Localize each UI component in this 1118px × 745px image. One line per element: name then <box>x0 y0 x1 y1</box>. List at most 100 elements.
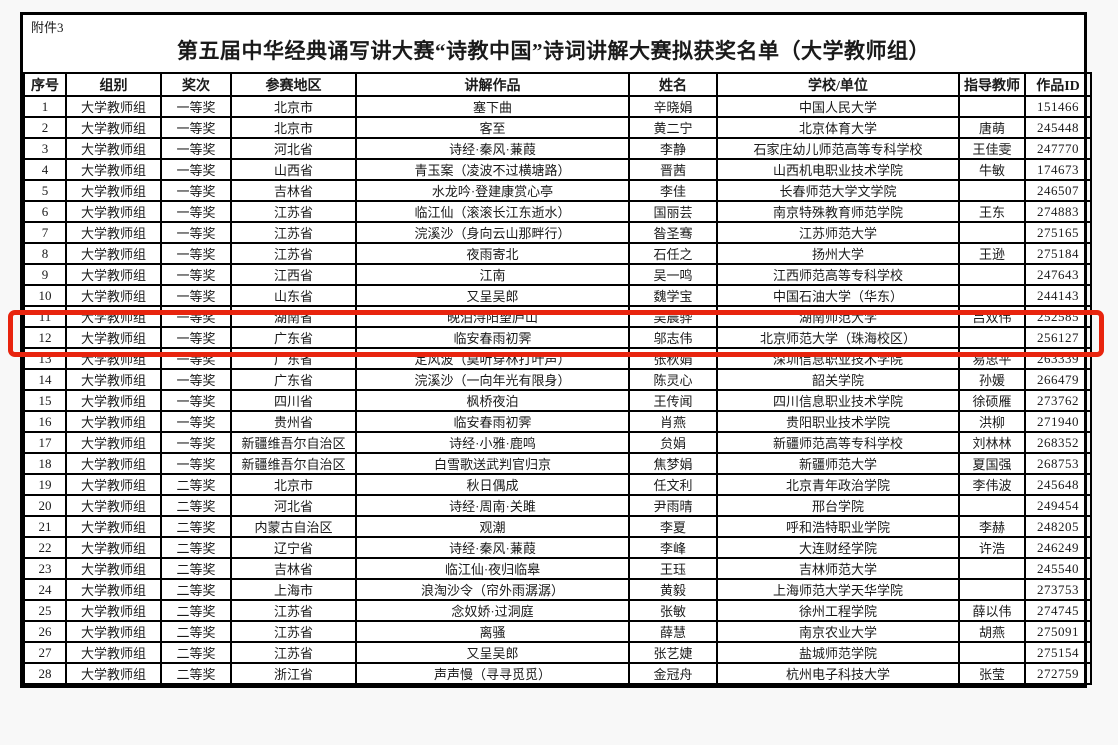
table-cell: 大学教师组 <box>65 557 162 580</box>
table-cell: 16 <box>23 410 67 433</box>
table-cell: 大学教师组 <box>65 221 162 244</box>
table-cell: 秋日偶成 <box>355 473 630 496</box>
table-cell: 临安春雨初霁 <box>355 326 630 349</box>
table-cell: 王珏 <box>628 557 718 580</box>
table-cell: 大学教师组 <box>65 158 162 181</box>
table-cell: 洪柳 <box>958 410 1026 433</box>
table-cell: 大学教师组 <box>65 473 162 496</box>
table-cell: 湖南师范大学 <box>716 305 960 328</box>
table-cell: 大学教师组 <box>65 305 162 328</box>
table-cell: 诗经·秦风·蒹葭 <box>355 536 630 559</box>
table-cell: 张秋娟 <box>628 347 718 370</box>
table-cell: 249454 <box>1024 494 1092 517</box>
table-cell: 李伟波 <box>958 473 1026 496</box>
column-header: 作品ID <box>1024 72 1092 97</box>
table-cell: 23 <box>23 557 67 580</box>
table-cell: 北京市 <box>230 95 357 118</box>
table-cell: 辛晓娟 <box>628 95 718 118</box>
table-cell: 10 <box>23 284 67 307</box>
table-cell: 5 <box>23 179 67 202</box>
table-cell: 一等奖 <box>160 263 232 286</box>
table-cell: 大学教师组 <box>65 347 162 370</box>
table-cell: 夜雨寄北 <box>355 242 630 265</box>
table-cell: 杭州电子科技大学 <box>716 662 960 685</box>
table-row: 24 大学教师组 二等奖 上海市 浪淘沙令（帘外雨潺潺） 黄毅 上海师范大学天华学院 2737… <box>23 578 1092 601</box>
table-cell: 13 <box>23 347 67 370</box>
table-cell: 观潮 <box>355 515 630 538</box>
table-cell: 吉林师范大学 <box>716 557 960 580</box>
table-cell: 大学教师组 <box>65 242 162 265</box>
table-cell: 263339 <box>1024 347 1092 370</box>
table-row: 5 大学教师组 一等奖 吉林省 水龙吟·登建康赏心亭 李佳 长春师范大学文学院 246507 <box>23 179 1092 202</box>
table-cell: 二等奖 <box>160 641 232 664</box>
table-cell: 271940 <box>1024 410 1092 433</box>
table-row: 22 大学教师组 二等奖 辽宁省 诗经·秦风·蒹葭 李峰 大连财经学院 许浩 246249 <box>23 536 1092 559</box>
table-cell: 一等奖 <box>160 200 232 223</box>
table-cell: 韶关学院 <box>716 368 960 391</box>
table-cell: 昝圣骞 <box>628 221 718 244</box>
table-cell: 江苏省 <box>230 242 357 265</box>
table-cell: 又呈吴郎 <box>355 284 630 307</box>
table-cell: 临江仙（滚滚长江东逝水） <box>355 200 630 223</box>
table-row: 8 大学教师组 一等奖 江苏省 夜雨寄北 石任之 扬州大学 王逊 275184 <box>23 242 1092 265</box>
table-cell: 1 <box>23 95 67 118</box>
table-cell: 245448 <box>1024 116 1092 139</box>
table-cell <box>958 221 1026 244</box>
table-cell: 大学教师组 <box>65 620 162 643</box>
column-header: 序号 <box>23 72 67 97</box>
table-cell: 客至 <box>355 116 630 139</box>
column-header: 参赛地区 <box>230 72 357 97</box>
table-cell: 上海市 <box>230 578 357 601</box>
table-cell: 薛慧 <box>628 620 718 643</box>
table-cell: 一等奖 <box>160 305 232 328</box>
table-cell: 246507 <box>1024 179 1092 202</box>
table-cell: 大学教师组 <box>65 200 162 223</box>
table-cell: 14 <box>23 368 67 391</box>
table-cell: 广东省 <box>230 368 357 391</box>
table-cell: 浙江省 <box>230 662 357 685</box>
column-header: 学校/单位 <box>716 72 960 97</box>
table-cell: 北京市 <box>230 473 357 496</box>
table-cell: 275091 <box>1024 620 1092 643</box>
column-header: 姓名 <box>628 72 718 97</box>
table-cell <box>958 641 1026 664</box>
table-cell: 大学教师组 <box>65 599 162 622</box>
table-cell: 274883 <box>1024 200 1092 223</box>
table-cell: 吴一鸣 <box>628 263 718 286</box>
table-cell: 一等奖 <box>160 221 232 244</box>
table-cell: 大学教师组 <box>65 326 162 349</box>
table-cell: 李静 <box>628 137 718 160</box>
table-cell: 268753 <box>1024 452 1092 475</box>
table-cell: 18 <box>23 452 67 475</box>
table-cell: 肖燕 <box>628 410 718 433</box>
awards-table: 序号 组别 奖次 参赛地区 讲解作品 姓名 学校/单位 指导教师 作品ID 1 大学教师组 一等奖北… <box>23 72 1092 685</box>
table-row: 1 大学教师组 一等奖 北京市 塞下曲 辛晓娟 中国人民大学 151466 <box>23 95 1092 118</box>
table-cell <box>958 284 1026 307</box>
table-cell: 声声慢（寻寻觅觅） <box>355 662 630 685</box>
table-cell: 张敏 <box>628 599 718 622</box>
table-cell: 诗经·秦风·蒹葭 <box>355 137 630 160</box>
table-cell: 22 <box>23 536 67 559</box>
table-cell: 李夏 <box>628 515 718 538</box>
table-cell: 新疆师范大学 <box>716 452 960 475</box>
table-cell: 新疆维吾尔自治区 <box>230 452 357 475</box>
table-cell: 一等奖 <box>160 242 232 265</box>
table-cell <box>958 494 1026 517</box>
table-cell: 徐硕雁 <box>958 389 1026 412</box>
table-cell: 离骚 <box>355 620 630 643</box>
table-cell: 151466 <box>1024 95 1092 118</box>
table-cell: 一等奖 <box>160 347 232 370</box>
table-cell: 李峰 <box>628 536 718 559</box>
table-cell: 广东省 <box>230 347 357 370</box>
table-cell <box>958 263 1026 286</box>
table-cell: 二等奖 <box>160 662 232 685</box>
table-cell: 牛敏 <box>958 158 1026 181</box>
table-cell: 石任之 <box>628 242 718 265</box>
table-row: 25 大学教师组 二等奖 江苏省 念奴娇·过洞庭 张敏 徐州工程学院 薛以伟 274745 <box>23 599 1092 622</box>
table-cell: 南京农业大学 <box>716 620 960 643</box>
table-cell: 江西省 <box>230 263 357 286</box>
table-cell: 174673 <box>1024 158 1092 181</box>
column-header: 讲解作品 <box>355 72 630 97</box>
table-cell: 一等奖 <box>160 389 232 412</box>
table-row: 16 大学教师组 一等奖 贵州省 临安春雨初霁 肖燕 贵阳职业技术学院 洪柳 271940 <box>23 410 1092 433</box>
